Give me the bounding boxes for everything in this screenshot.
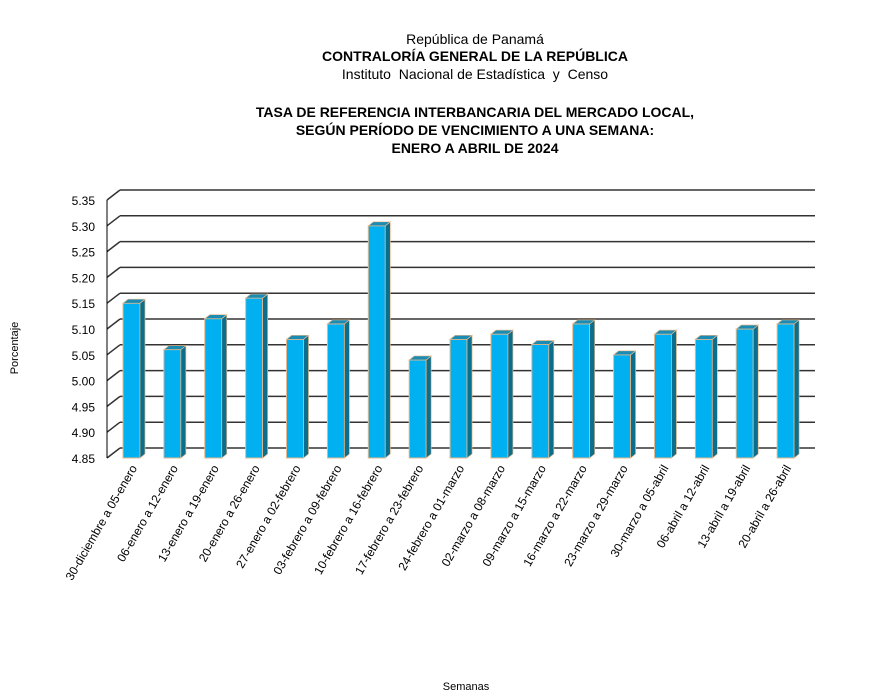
bar [613, 354, 632, 459]
x-tick-label: 30-diciembre a 05-enero [63, 462, 141, 583]
y-tick-label: 5.15 [72, 297, 96, 311]
bar-top [489, 329, 514, 335]
bar-side [139, 298, 146, 459]
y-tick-label: 5.00 [72, 375, 96, 389]
bar-side [507, 329, 514, 459]
bar [204, 318, 223, 459]
bar-side [589, 319, 596, 459]
bar-top [408, 355, 433, 361]
bar [735, 328, 754, 459]
grid-diagonal [106, 189, 121, 201]
y-tick-label: 4.85 [72, 452, 96, 466]
bar [286, 338, 305, 459]
bar-side [712, 334, 718, 459]
bar [653, 333, 672, 459]
bar-top [244, 293, 269, 299]
grid-diagonal [106, 447, 121, 459]
grid-diagonal [106, 344, 121, 356]
bar-side [671, 329, 677, 459]
grid-diagonal [106, 266, 121, 278]
bar-side [793, 319, 800, 459]
y-tick-label: 4.90 [72, 426, 96, 440]
bar-side [466, 334, 473, 459]
y-tick-label: 5.05 [72, 349, 96, 363]
bar-side [384, 221, 391, 459]
header-institution: CONTRALORÍA GENERAL DE LA REPÚBLICA [322, 48, 628, 64]
y-tick-label: 5.35 [72, 194, 96, 208]
y-tick-label: 5.25 [72, 246, 96, 260]
bar [326, 323, 345, 459]
chart-title-line-3: ENERO A ABRIL DE 2024 [391, 140, 559, 156]
grid-diagonal [106, 421, 121, 433]
bar-top [694, 334, 719, 340]
header-country: República de Panamá [406, 31, 544, 47]
y-tick-label: 4.95 [72, 400, 96, 414]
chart-title-line-2: SEGÚN PERÍODO DE VENCIMIENTO A UNA SEMAN… [295, 122, 655, 138]
grid-diagonal [106, 241, 121, 253]
bar [408, 359, 427, 459]
bar-top [449, 334, 474, 340]
grid-diagonal [106, 395, 121, 407]
bar-top [530, 340, 555, 345]
bar-top [735, 324, 760, 330]
bar-side [221, 313, 228, 459]
bar-top [122, 298, 146, 304]
bar-top [285, 334, 310, 340]
grid-diagonal [106, 215, 121, 227]
bar-side [344, 319, 350, 459]
bar-top [162, 345, 187, 350]
bar-side [303, 334, 309, 459]
bar [122, 302, 141, 459]
bar-top [612, 350, 637, 356]
y-axis-label: Porcentaje [9, 322, 21, 375]
bar [449, 338, 468, 459]
bar-side [548, 339, 555, 459]
bar [490, 333, 509, 459]
y-tick-label: 5.30 [72, 220, 96, 234]
bar-side [262, 293, 268, 459]
bar-side [630, 350, 636, 459]
y-tick-label: 5.20 [72, 271, 96, 285]
bar-top [203, 314, 228, 320]
bar-top [653, 329, 678, 335]
bar [694, 338, 713, 459]
bar [163, 349, 182, 459]
bar-side [752, 324, 759, 459]
bar [776, 323, 795, 459]
x-axis-label: Semanas [443, 681, 490, 693]
bar [531, 343, 550, 459]
grid-diagonal [106, 370, 121, 382]
chart-title-line-1: TASA DE REFERENCIA INTERBANCARIA DEL MER… [255, 104, 695, 120]
bar-top [326, 319, 351, 325]
bar-top [776, 319, 801, 325]
bar-top [571, 319, 596, 325]
header-institute: Instituto Nacional de Estadística y Cens… [341, 66, 609, 82]
y-tick-label: 5.10 [72, 323, 96, 337]
bar [572, 323, 591, 459]
bar-side [425, 355, 432, 459]
bar-side [180, 344, 187, 459]
bar-top [367, 221, 392, 227]
grid-diagonal [106, 292, 121, 304]
bar [245, 297, 264, 459]
bar [367, 225, 386, 459]
grid-diagonal [106, 318, 121, 330]
